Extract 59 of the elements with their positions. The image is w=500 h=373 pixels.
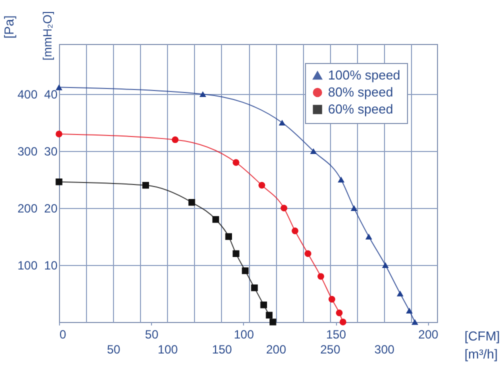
- y2-tick-label: 40: [44, 88, 58, 102]
- y-tick-label: 200: [17, 202, 38, 216]
- x-tick-label: 200: [418, 328, 439, 342]
- x2-tick-label: 300: [374, 342, 395, 356]
- x2-axis-title: [m³/h]: [464, 346, 498, 362]
- point: [412, 319, 418, 325]
- point: [56, 178, 62, 186]
- y-axis-title: [Pa]: [2, 15, 16, 38]
- point: [251, 284, 258, 292]
- y2-tick-label: 20: [44, 202, 58, 216]
- point: [292, 228, 298, 234]
- point: [278, 120, 286, 126]
- point: [310, 148, 317, 154]
- point: [336, 310, 343, 316]
- point: [212, 216, 220, 223]
- point: [232, 159, 240, 166]
- x-tick-label: 50: [145, 328, 159, 342]
- point: [406, 308, 413, 314]
- legend-label: 60% speed: [328, 102, 394, 116]
- point: [304, 250, 312, 257]
- point: [396, 290, 404, 296]
- point: [270, 318, 276, 326]
- point: [338, 176, 344, 182]
- x-tick-label: 150: [326, 328, 346, 342]
- y2-tick-label: 10: [44, 258, 58, 273]
- x-tick-label: 0: [60, 328, 66, 342]
- point: [280, 204, 288, 212]
- point: [232, 250, 240, 257]
- point: [56, 84, 62, 90]
- point: [328, 296, 336, 303]
- point: [260, 302, 268, 308]
- point: [365, 234, 372, 240]
- point: [350, 205, 358, 211]
- x2-tick-label: 100: [158, 342, 178, 356]
- point: [317, 273, 324, 280]
- y2-axis-title: [mmH₂O]: [40, 11, 54, 60]
- x2-tick-label: 50: [106, 342, 121, 356]
- point: [266, 312, 273, 319]
- point: [242, 267, 249, 274]
- x-tick-label: 100: [234, 328, 254, 342]
- y-tick-label: 400: [17, 88, 38, 102]
- legend-label: 100% speed: [328, 68, 400, 82]
- point: [199, 91, 206, 98]
- y2-tick-label: 30: [44, 144, 58, 159]
- point: [172, 136, 179, 144]
- point: [258, 182, 266, 189]
- point: [56, 130, 62, 138]
- point: [188, 199, 196, 206]
- point: [225, 233, 232, 240]
- legend-label: 80% speed: [328, 84, 394, 100]
- x2-tick-label: 250: [320, 342, 341, 356]
- y-tick-label: 300: [17, 144, 38, 159]
- point: [340, 318, 346, 326]
- point: [142, 182, 150, 189]
- x2-tick-label: 150: [212, 342, 232, 356]
- y-tick-label: 100: [17, 258, 38, 273]
- point: [382, 262, 389, 268]
- x-axis-title: [CFM]: [464, 328, 500, 344]
- x2-tick-label: 200: [266, 342, 286, 356]
